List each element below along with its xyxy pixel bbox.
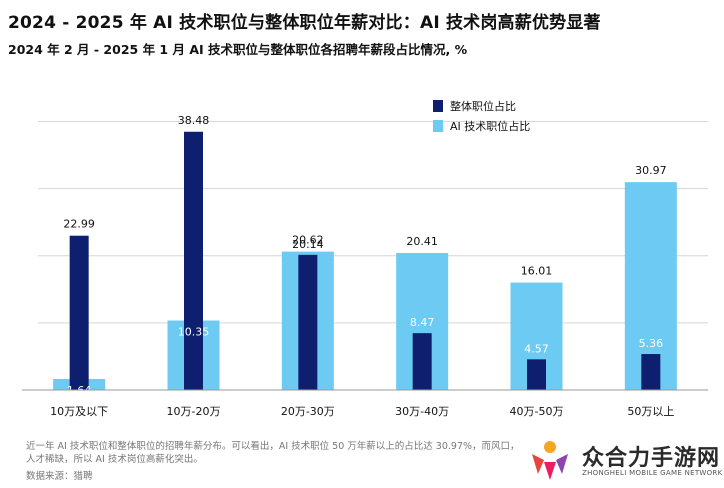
x-tick-label-0: 10万及以下 — [50, 405, 108, 418]
watermark: 众合力手游网 ZHONGHELI MOBILE GAME NETWORK — [524, 434, 723, 484]
data-label-overall-2: 20.14 — [292, 238, 324, 251]
legend-swatch-0 — [433, 100, 443, 112]
x-tick-label-4: 40万-50万 — [510, 405, 564, 418]
x-tick-label-2: 20万-30万 — [281, 405, 335, 418]
data-label-ai-3: 20.41 — [406, 235, 438, 248]
footnote: 近一年 AI 技术职位和整体职位的招聘年薪分布。可以看出，AI 技术职位 50 … — [26, 441, 520, 465]
data-label-ai-1: 10.35 — [178, 326, 210, 339]
watermark-logo-icon — [532, 441, 568, 480]
data-label-ai-2: 20.62 — [292, 234, 324, 247]
data-label-overall-3: 8.47 — [410, 316, 435, 329]
chart-subtitle: 2024 年 2 月 - 2025 年 1 月 AI 技术职位与整体职位各招聘年… — [8, 42, 468, 57]
bar-chart: 22.991.6410万及以下38.4810.3510万-20万20.1420.… — [22, 99, 708, 418]
data-label-overall-0: 22.99 — [63, 218, 95, 231]
bar-overall-1 — [184, 131, 203, 390]
bar-overall-4 — [527, 359, 546, 390]
watermark-name: 众合力手游网 — [582, 446, 721, 471]
data-label-overall-4: 4.57 — [524, 342, 549, 355]
bar-overall-5 — [641, 354, 661, 390]
bar-overall-3 — [412, 333, 432, 390]
legend-label-0: 整体职位占比 — [450, 99, 516, 113]
chart-title: 2024 - 2025 年 AI 技术职位与整体职位年薪对比：AI 技术岗高薪优… — [8, 13, 601, 33]
x-tick-label-3: 30万-40万 — [395, 405, 449, 418]
bar-overall-2 — [298, 254, 318, 390]
bar-overall-0 — [69, 235, 89, 390]
data-label-ai-5: 30.97 — [635, 164, 667, 177]
legend-swatch-1 — [433, 120, 443, 132]
data-label-overall-1: 38.48 — [178, 114, 210, 127]
x-tick-label-5: 50万以上 — [627, 405, 674, 418]
data-label-ai-4: 16.01 — [521, 265, 553, 278]
data-source: 数据来源：猎聘 — [26, 471, 93, 482]
watermark-subtitle: ZHONGHELI MOBILE GAME NETWORK — [582, 469, 723, 477]
legend-label-1: AI 技术职位占比 — [450, 119, 530, 133]
x-tick-label-1: 10万-20万 — [167, 405, 221, 418]
data-label-overall-5: 5.36 — [639, 337, 664, 350]
